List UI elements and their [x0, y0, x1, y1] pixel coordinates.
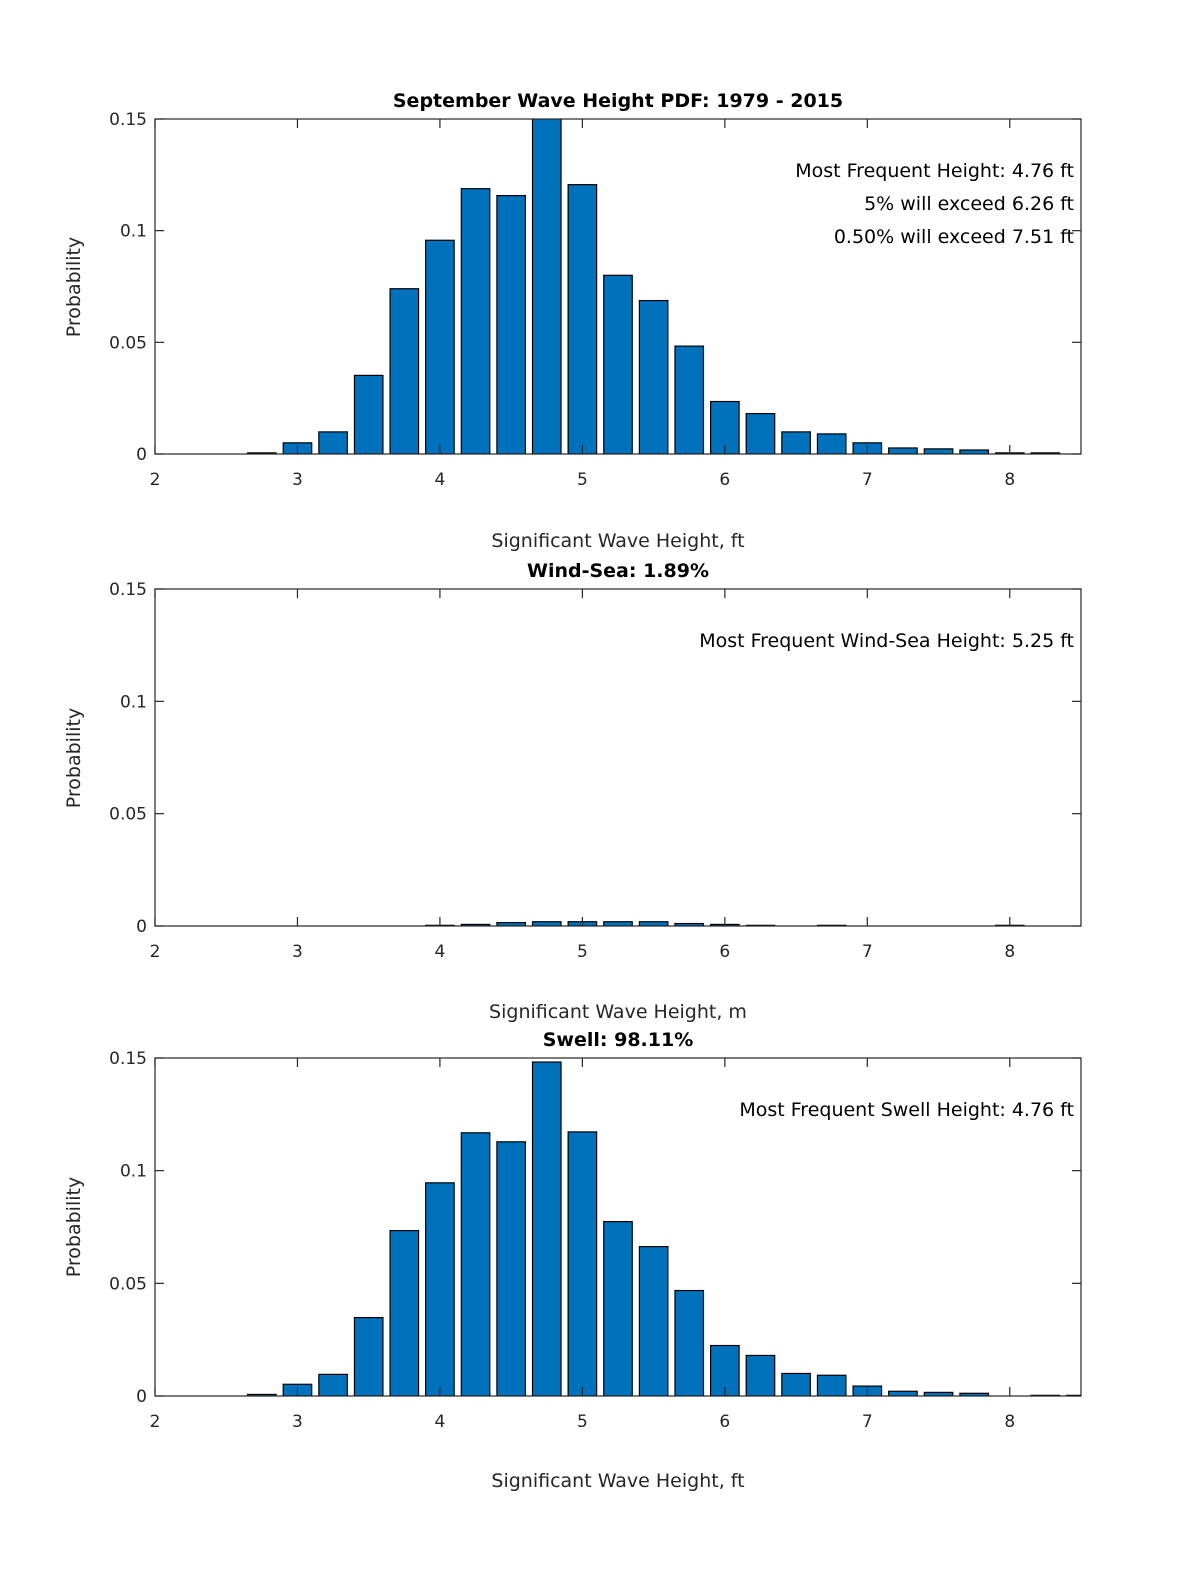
axes-frame: [154, 1057, 1082, 1397]
x-tick-label: 6: [719, 470, 730, 490]
x-tick-label: 6: [719, 942, 730, 962]
x-tick-label: 7: [862, 942, 873, 962]
x-axis-label: Significant Wave Height, ft: [491, 1470, 744, 1492]
y-axis-label: Probability: [63, 1177, 85, 1277]
x-tick-label: 3: [292, 1412, 303, 1432]
y-tick-label: 0: [136, 1387, 147, 1407]
y-tick-label: 0: [136, 917, 147, 937]
bar-series: [247, 119, 1061, 454]
bar: [496, 195, 526, 454]
bar: [816, 433, 847, 454]
x-tick-label: 7: [862, 470, 873, 490]
bar: [318, 1373, 348, 1396]
axes-frame: [154, 588, 1082, 927]
bar: [389, 288, 420, 454]
bar: [531, 119, 562, 454]
y-axis-label: Probability: [63, 708, 85, 808]
bar: [389, 1230, 420, 1396]
y-tick-label: 0.1: [120, 692, 147, 712]
x-tick-label: 8: [1004, 470, 1015, 490]
bar: [745, 1354, 776, 1396]
bar: [674, 1289, 705, 1396]
x-tick-label: 8: [1004, 1412, 1015, 1432]
bar: [745, 412, 776, 454]
x-tick-label: 4: [435, 1412, 446, 1432]
bar: [425, 1182, 455, 1396]
y-tick-label: 0.05: [109, 333, 147, 353]
y-tick-label: 0.15: [109, 580, 147, 600]
bar: [638, 921, 669, 926]
bar: [959, 449, 990, 454]
x-tick-label: 3: [292, 470, 303, 490]
x-tick-label: 7: [862, 1412, 873, 1432]
bar: [496, 1141, 526, 1396]
subplot-title: Wind-Sea: 1.89%: [527, 560, 709, 582]
annotation-text: Most Frequent Swell Height: 4.76 ft: [739, 1099, 1074, 1121]
bar: [567, 184, 598, 454]
x-tick-label: 4: [435, 470, 446, 490]
x-tick-label: 3: [292, 942, 303, 962]
x-tick-label: 8: [1004, 942, 1015, 962]
annotation-text: Most Frequent Height: 4.76 ft: [795, 160, 1074, 182]
annotation-text: 0.50% will exceed 7.51 ft: [834, 226, 1074, 248]
bar: [603, 921, 633, 926]
bar: [816, 1374, 847, 1396]
subplot-swell: Swell: 98.11% Significant Wave Height, f…: [63, 1029, 1082, 1492]
x-tick-label: 6: [719, 1412, 730, 1432]
y-tick-label: 0.05: [109, 1274, 147, 1294]
bar: [567, 1131, 598, 1396]
bar: [531, 1061, 562, 1396]
bar: [425, 239, 455, 454]
bar: [638, 299, 669, 454]
bar: [888, 1390, 918, 1396]
x-tick-label: 2: [150, 1412, 161, 1432]
bar: [353, 1316, 384, 1396]
bar: [781, 431, 811, 454]
x-tick-label: 5: [577, 470, 588, 490]
x-axis-label: Significant Wave Height, ft: [491, 530, 744, 552]
x-axis-label: Significant Wave Height, m: [489, 1001, 747, 1023]
bar: [603, 1220, 633, 1396]
annotation-text: 5% will exceed 6.26 ft: [864, 193, 1074, 215]
x-tick-label: 2: [150, 942, 161, 962]
bar: [318, 431, 348, 454]
bar: [603, 274, 633, 454]
bar: [531, 921, 562, 926]
bar: [959, 1392, 990, 1396]
bar: [638, 1246, 669, 1396]
x-tick-label: 5: [577, 942, 588, 962]
x-tick-label: 2: [150, 470, 161, 490]
axes-frame: [154, 118, 1082, 455]
y-tick-label: 0.1: [120, 222, 147, 242]
bar: [888, 447, 918, 454]
bar: [781, 1372, 811, 1396]
annotation-text: Most Frequent Wind-Sea Height: 5.25 ft: [699, 630, 1074, 652]
subplot-title: September Wave Height PDF: 1979 - 2015: [393, 90, 843, 112]
bar: [674, 922, 705, 926]
subplot-total: September Wave Height PDF: 1979 - 2015 S…: [63, 90, 1082, 552]
y-tick-label: 0.1: [120, 1162, 147, 1182]
subplot-wind-sea: Wind-Sea: 1.89% Significant Wave Height,…: [63, 560, 1082, 1023]
bar: [460, 1132, 491, 1396]
y-axis-label: Probability: [63, 237, 85, 337]
y-tick-label: 0.05: [109, 805, 147, 825]
bar: [674, 345, 705, 454]
bar: [496, 922, 526, 926]
bar-series: [247, 1061, 1081, 1396]
subplot-title: Swell: 98.11%: [543, 1029, 694, 1051]
y-tick-label: 0: [136, 445, 147, 465]
x-tick-label: 5: [577, 1412, 588, 1432]
y-tick-label: 0.15: [109, 1049, 147, 1069]
x-tick-label: 4: [435, 942, 446, 962]
bar: [460, 188, 491, 454]
bar: [923, 448, 954, 454]
y-tick-label: 0.15: [109, 110, 147, 130]
bar: [353, 374, 384, 454]
